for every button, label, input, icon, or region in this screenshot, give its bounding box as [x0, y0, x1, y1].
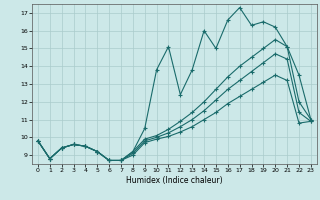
X-axis label: Humidex (Indice chaleur): Humidex (Indice chaleur) — [126, 176, 223, 185]
